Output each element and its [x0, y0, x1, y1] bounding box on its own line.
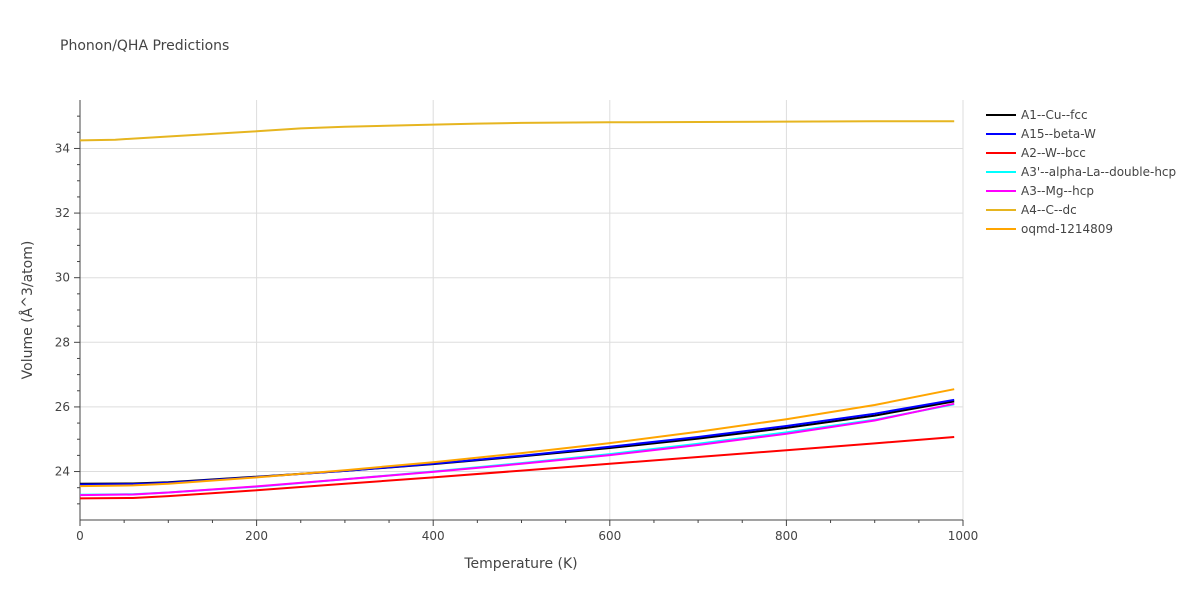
y-tick-label: 28 [55, 335, 70, 349]
series-line-a4-c-dc [79, 120, 955, 142]
y-tick-label: 30 [55, 271, 70, 285]
x-axis-title: Temperature (K) [463, 556, 577, 572]
series-line-a15-beta-w [79, 398, 955, 486]
x-axis-ticks: 0 200 400 600 800 1000 [76, 520, 978, 543]
legend-label: oqmd-1214809 [1021, 222, 1113, 236]
series-line-a3-mg-hcp [79, 402, 955, 497]
x-tick-label: 1000 [948, 529, 979, 543]
plot-series [79, 120, 955, 500]
legend-label: A1--Cu--fcc [1021, 108, 1088, 122]
series-line-a2-w-bcc [79, 436, 955, 500]
legend-label: A15--beta-W [1021, 127, 1096, 141]
chart-title: Phonon/QHA Predictions [60, 38, 229, 54]
legend: A1--Cu--fcc A15--beta-W A2--W--bcc A3'--alp… [986, 108, 1176, 236]
x-tick-label: 200 [245, 529, 268, 543]
y-axis-title: Volume (Å^3/atom) [19, 241, 36, 380]
y-tick-label: 32 [55, 206, 70, 220]
x-tick-label: 400 [422, 529, 445, 543]
x-tick-label: 600 [598, 529, 621, 543]
y-tick-label: 26 [55, 400, 70, 414]
y-tick-label: 24 [55, 465, 70, 479]
y-axis-ticks: 24 26 28 30 32 34 [55, 115, 80, 505]
legend-label: A2--W--bcc [1021, 146, 1086, 160]
legend-label: A3'--alpha-La--double-hcp [1021, 165, 1176, 179]
x-tick-label: 0 [76, 529, 84, 543]
series-line-oqmd-1214809 [79, 388, 955, 488]
legend-label: A3--Mg--hcp [1021, 184, 1094, 198]
legend-label: A4--C--dc [1021, 203, 1077, 217]
x-tick-label: 800 [775, 529, 798, 543]
y-tick-label: 34 [55, 141, 70, 155]
